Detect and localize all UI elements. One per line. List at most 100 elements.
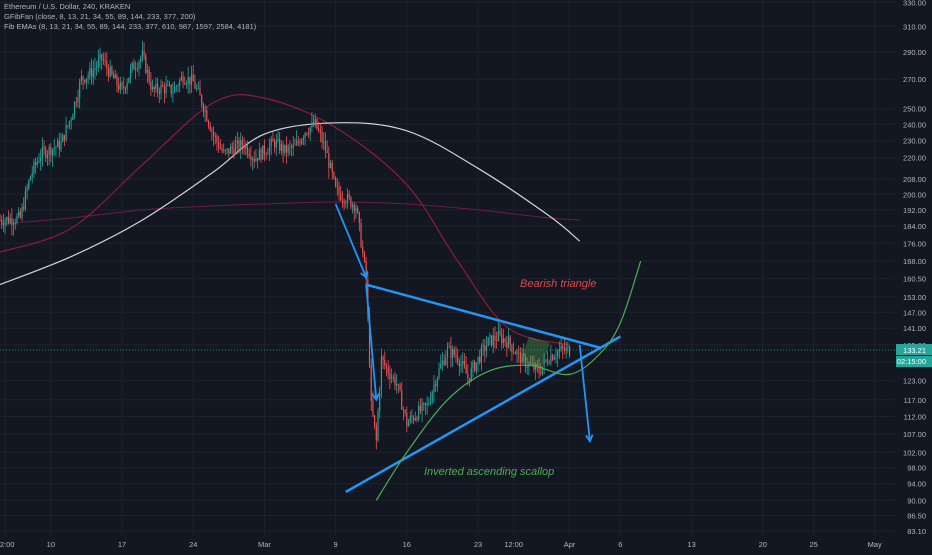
candle-body <box>552 355 554 360</box>
candle-body <box>160 85 162 94</box>
countdown-value: 02:15:00 <box>897 357 926 366</box>
drawings[interactable] <box>334 203 642 501</box>
candle-body <box>492 335 494 346</box>
candle-body <box>180 76 182 81</box>
candle-body <box>487 337 489 346</box>
candle-body <box>184 83 186 85</box>
candle-body <box>558 349 560 352</box>
candle-body <box>401 390 403 410</box>
candle-body <box>211 130 213 132</box>
candle-body <box>145 55 147 73</box>
candle-body <box>509 336 511 345</box>
candle-body <box>267 153 269 155</box>
legend-gfibfan[interactable]: GFibFan (close, 8, 13, 21, 34, 55, 89, 1… <box>4 12 196 21</box>
candle-body <box>72 114 74 121</box>
y-tick-label: 94.00 <box>907 480 926 489</box>
candle-body <box>485 345 488 352</box>
candle-body <box>240 139 242 150</box>
candle-body <box>407 421 410 427</box>
candle-body <box>177 86 179 87</box>
candle-body <box>441 360 444 365</box>
candle-body <box>345 203 347 205</box>
y-axis-panel <box>895 0 932 550</box>
candle-body <box>363 252 366 261</box>
candle-body <box>9 218 11 223</box>
candle-body <box>348 194 350 198</box>
candle-body <box>553 357 555 360</box>
candle-body <box>206 110 208 121</box>
candle-body <box>246 145 249 155</box>
candle-body <box>77 97 79 103</box>
candle-body <box>418 405 420 420</box>
candle-body <box>53 148 55 150</box>
candle-body <box>285 144 288 153</box>
candle-body <box>538 366 540 374</box>
y-tick-label: 83.10 <box>907 527 926 536</box>
candle-body <box>545 359 547 361</box>
candle-body <box>233 148 235 154</box>
y-tick-label: 153.00 <box>903 293 926 302</box>
candle-body <box>341 199 343 201</box>
candle-body <box>475 362 477 372</box>
candle-body <box>173 86 176 93</box>
candle-body <box>79 82 81 98</box>
legend-fib-emas[interactable]: Fib EMAs (8, 13, 21, 34, 55, 89, 144, 23… <box>4 22 257 31</box>
x-tick-label: 12:00 <box>0 540 14 549</box>
candle-body <box>106 61 108 69</box>
candle-body <box>277 138 279 141</box>
candle-body <box>94 68 96 70</box>
y-tick-label: 90.00 <box>907 496 926 505</box>
candle-body <box>248 154 250 157</box>
candle-body <box>101 54 103 60</box>
x-tick-label: 23 <box>474 540 482 549</box>
y-tick-label: 192.00 <box>903 206 926 215</box>
candle-body <box>562 346 564 349</box>
y-tick-label: 220.00 <box>903 154 926 163</box>
candle-body <box>351 204 354 208</box>
candle-body <box>179 80 181 87</box>
candle-body <box>497 330 499 341</box>
candle-body <box>524 356 527 368</box>
candle-body <box>57 140 59 147</box>
candle-body <box>541 366 544 374</box>
candle-body <box>343 200 345 204</box>
candle-body <box>419 405 421 412</box>
candle-body <box>426 403 428 406</box>
candle-body <box>445 357 447 365</box>
candle-body <box>462 361 464 364</box>
candle-body <box>312 121 315 126</box>
candle-body <box>218 142 220 149</box>
candle-body <box>377 411 379 441</box>
candle-body <box>335 177 337 187</box>
candle-body <box>472 362 474 368</box>
candle-body <box>416 418 418 420</box>
candle-body <box>175 86 177 88</box>
ema-maroon-line <box>0 94 570 346</box>
candle-body <box>379 389 381 412</box>
countdown-badge <box>896 356 932 368</box>
candle-body <box>165 85 167 94</box>
candle-body <box>287 146 289 153</box>
candle-body <box>338 187 340 194</box>
candle-body <box>413 417 415 421</box>
candle-body <box>397 384 399 385</box>
candle-body <box>258 149 260 161</box>
candle-body <box>238 140 240 150</box>
candle-body <box>58 140 60 150</box>
candle-body <box>26 187 28 192</box>
candle-body <box>380 356 382 390</box>
candle-body <box>350 197 352 208</box>
candle-body <box>274 141 276 148</box>
candle-body <box>435 384 437 387</box>
candle-body <box>194 81 196 89</box>
candle-body <box>201 95 203 106</box>
candle-body <box>109 66 111 77</box>
arrow-head <box>585 434 594 444</box>
candle-body <box>228 148 230 154</box>
x-tick-label: 20 <box>759 540 767 549</box>
candle-body <box>229 146 232 154</box>
candle-body <box>560 346 562 350</box>
